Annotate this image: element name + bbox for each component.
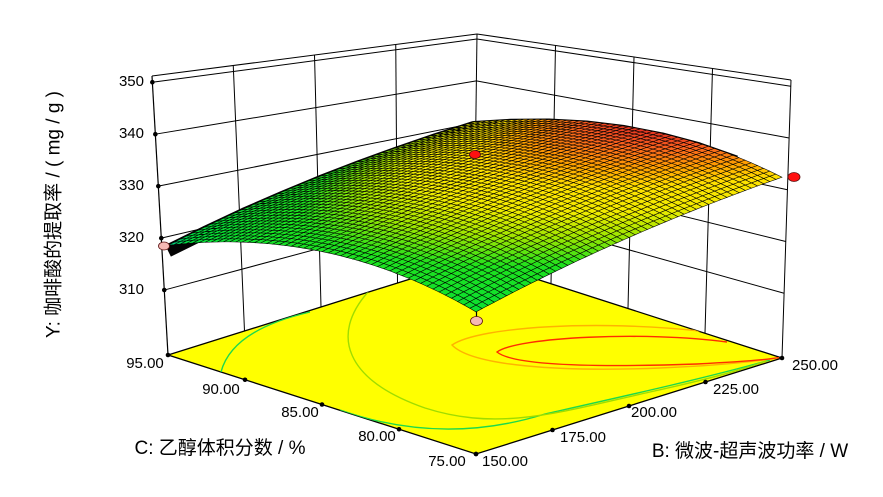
c-axis-title: C: 乙醇体积分数 / % bbox=[134, 438, 306, 459]
b-tick-label: 225.00 bbox=[713, 381, 759, 398]
c-tick-label: 75.00 bbox=[428, 453, 466, 470]
design-point bbox=[158, 241, 170, 251]
design-point bbox=[470, 316, 483, 326]
c-tick-label: 90.00 bbox=[202, 381, 240, 398]
c-tick-label: 80.00 bbox=[358, 428, 396, 445]
b-axis-title: B: 微波-超声波功率 / W bbox=[651, 441, 849, 462]
design-point bbox=[469, 150, 481, 159]
b-tick-label: 150.00 bbox=[482, 453, 528, 470]
z-axis-title: Y: 咖啡酸的提取率 / ( mg / g ) bbox=[43, 90, 65, 339]
z-tick-label: 340 bbox=[118, 125, 144, 142]
surface-mesh bbox=[167, 119, 783, 313]
b-tick-label: 175.00 bbox=[560, 429, 606, 446]
z-tick-label: 320 bbox=[118, 229, 144, 246]
z-tick-label: 350 bbox=[118, 73, 144, 90]
c-tick-label: 85.00 bbox=[281, 404, 319, 421]
design-point bbox=[787, 172, 801, 182]
b-tick-label: 250.00 bbox=[792, 357, 838, 374]
z-tick-label: 330 bbox=[118, 177, 144, 194]
c-tick-label: 95.00 bbox=[126, 355, 164, 372]
z-tick-label: 310 bbox=[118, 281, 144, 298]
b-tick-label: 200.00 bbox=[631, 404, 677, 421]
